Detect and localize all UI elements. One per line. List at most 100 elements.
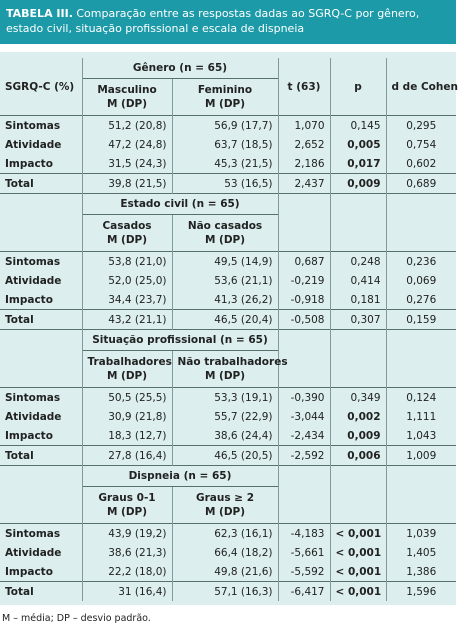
- row-label: Sintomas: [5, 119, 61, 132]
- footnote: M – média; DP – desvio padrão.: [2, 613, 151, 624]
- col1-header-line: Casados: [102, 220, 152, 232]
- group-header: Estado civil (n = 65): [81, 193, 278, 215]
- table-box: SGRQ-C (%) Gênero (n = 65) t (63) p d de Coh…: [0, 52, 458, 605]
- t-value: -5,592: [277, 562, 330, 582]
- col1-value: 50,5 (25,5): [81, 387, 172, 407]
- col2-value: 53,3 (19,1): [171, 387, 278, 407]
- col1-header-line: M (DP): [106, 234, 148, 246]
- row-label: Impacto: [5, 293, 53, 306]
- row-label: Sintomas: [5, 391, 61, 404]
- col2-value: 57,1 (16,3): [171, 581, 278, 601]
- row-label: Atividade: [5, 138, 62, 151]
- p-header: p: [329, 58, 386, 116]
- t-value: -2,434: [277, 426, 330, 446]
- row-label: Sintomas: [5, 255, 61, 268]
- col1-value: 53,8 (21,0): [81, 251, 172, 271]
- col1-value: 27,8 (16,4): [81, 445, 172, 466]
- col2-value: 46,5 (20,5): [171, 445, 278, 466]
- data-row: Sintomas 43,9 (19,2) 62,3 (16,1) -4,183 < 0,…: [0, 523, 456, 543]
- row-label: Atividade: [5, 546, 62, 559]
- t-value: 2,186: [277, 154, 330, 174]
- col1-header-line: M (DP): [106, 370, 148, 382]
- group-header-row: Estado civil (n = 65): [0, 193, 456, 252]
- col2-header-line: M (DP): [204, 370, 246, 382]
- group-header-row: Dispneia (n = 65): [0, 465, 456, 524]
- col1-header-line: M (DP): [106, 506, 148, 518]
- data-row: Impacto 34,4 (23,7) 41,3 (26,2) -0,918 0,181…: [0, 290, 456, 310]
- t-value: -0,918: [277, 290, 330, 310]
- col1-value: 52,0 (25,0): [81, 271, 172, 290]
- t-header: [277, 465, 330, 524]
- row-label-header: [0, 194, 82, 252]
- t-value: -5,661: [277, 543, 330, 562]
- t-value: 0,687: [277, 251, 330, 271]
- row-label: Atividade: [5, 274, 62, 287]
- table-title: TABELA III. Comparação entre as resposta…: [0, 0, 456, 44]
- p-value: 0,349: [329, 387, 386, 407]
- t-header: [277, 329, 330, 388]
- t-value: -0,508: [277, 309, 330, 330]
- d-header: d de Cohen: [385, 58, 458, 116]
- data-row: Impacto 22,2 (18,0) 49,8 (21,6) -5,592 < 0,0…: [0, 562, 456, 582]
- col2-value: 49,8 (21,6): [171, 562, 278, 582]
- col1-value: 43,9 (19,2): [81, 523, 172, 543]
- group-header: Gênero (n = 65): [81, 58, 278, 79]
- p-value: < 0,001: [329, 581, 386, 601]
- col1-header: Masculino M (DP): [81, 78, 172, 116]
- t-value: -0,390: [277, 387, 330, 407]
- title-text: Comparação entre as respostas dadas ao S…: [6, 7, 420, 35]
- row-label-header: SGRQ-C (%): [5, 80, 75, 93]
- table: SGRQ-C (%) Gênero (n = 65) t (63) p d de Coh…: [0, 58, 458, 601]
- col2-value: 63,7 (18,5): [171, 135, 278, 154]
- col2-value: 49,5 (14,9): [171, 251, 278, 271]
- data-row: Impacto 18,3 (12,7) 38,6 (24,4) -2,434 0,009…: [0, 426, 456, 446]
- d-value: 0,689: [385, 173, 456, 194]
- p-value: 0,307: [329, 309, 386, 330]
- col2-value: 66,4 (18,2): [171, 543, 278, 562]
- col1-header-line: Graus 0-1: [98, 492, 156, 504]
- d-value: 1,405: [385, 543, 456, 562]
- data-row: Sintomas 50,5 (25,5) 53,3 (19,1) -0,390 0,34…: [0, 387, 456, 407]
- p-value: 0,248: [329, 251, 386, 271]
- p-value: < 0,001: [329, 543, 386, 562]
- d-value: 0,276: [385, 290, 456, 310]
- p-value: < 0,001: [329, 523, 386, 543]
- p-value: 0,005: [329, 135, 386, 154]
- col1-header: Graus 0-1 M (DP): [81, 486, 172, 524]
- group-header: Dispneia (n = 65): [81, 465, 278, 487]
- t-header: t (63): [277, 58, 330, 116]
- col1-value: 51,2 (20,8): [81, 115, 172, 135]
- col2-value: 62,3 (16,1): [171, 523, 278, 543]
- row-label-header: [0, 330, 82, 388]
- row-label-header: [0, 466, 82, 524]
- d-value: 0,602: [385, 154, 456, 174]
- d-value: 1,039: [385, 523, 456, 543]
- subheader-row: Masculino M (DP) Feminino M (DP): [0, 78, 456, 116]
- p-header: [329, 465, 386, 524]
- col2-header: Não casados M (DP): [171, 214, 278, 252]
- p-value: 0,009: [329, 173, 386, 194]
- group-header: Situação profissional (n = 65): [81, 329, 278, 351]
- d-value: 0,754: [385, 135, 456, 154]
- col1-value: 39,8 (21,5): [81, 173, 172, 194]
- row-label: Total: [5, 449, 34, 462]
- t-value: -6,417: [277, 581, 330, 601]
- col2-header-line: M (DP): [204, 98, 246, 110]
- col2-header-line: Não casados: [187, 220, 263, 232]
- col1-header: Casados M (DP): [81, 214, 172, 252]
- t-header: [277, 193, 330, 252]
- d-value: 1,009: [385, 445, 456, 466]
- data-row: Total 43,2 (21,1) 46,5 (20,4) -0,508 0,307 0,…: [0, 309, 456, 330]
- row-label: Impacto: [5, 429, 53, 442]
- p-value: 0,006: [329, 445, 386, 466]
- data-row: Atividade 30,9 (21,8) 55,7 (22,9) -3,044 0,0…: [0, 407, 456, 426]
- row-label: Total: [5, 313, 34, 326]
- t-value: -3,044: [277, 407, 330, 426]
- data-row: Atividade 52,0 (25,0) 53,6 (21,1) -0,219 0,4…: [0, 271, 456, 290]
- col2-value: 53 (16,5): [171, 173, 278, 194]
- t-value: 1,070: [277, 115, 330, 135]
- d-value: 1,043: [385, 426, 456, 446]
- t-value: -2,592: [277, 445, 330, 466]
